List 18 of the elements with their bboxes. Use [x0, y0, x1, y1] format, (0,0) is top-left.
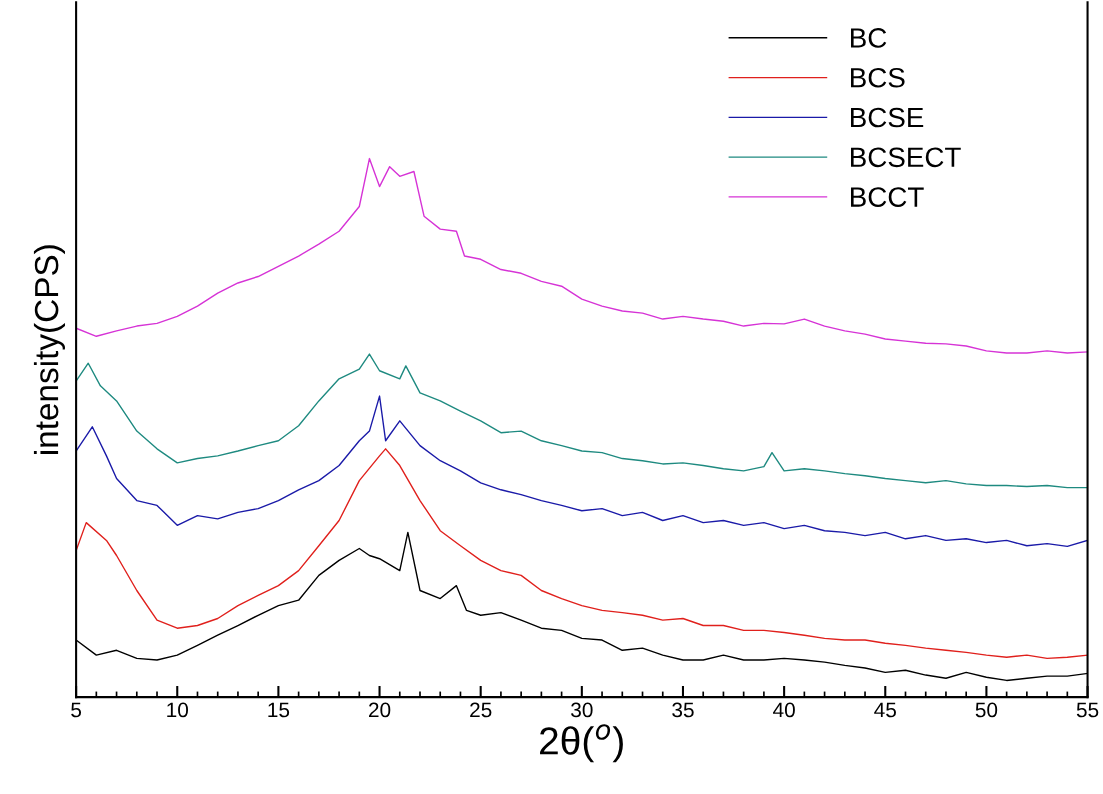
legend-label: BCS [851, 67, 905, 88]
legend-label: BCCT [851, 187, 924, 207]
x-axis-title: 2θ($^{o}$) [540, 724, 623, 763]
x-tick-label: 40 [773, 702, 795, 718]
legend-label: BCSE [851, 107, 924, 128]
x-tick-label: 10 [167, 702, 189, 718]
x-tick-label: 45 [874, 702, 896, 718]
x-tick-label: 35 [672, 702, 694, 718]
x-tick-label: 55 [1076, 702, 1099, 718]
x-tick-label: 20 [369, 702, 391, 718]
legend-label: BCSECT [851, 147, 961, 168]
x-tick-label: 5 [71, 702, 82, 718]
legend-label: BC [851, 28, 887, 48]
x-tick-label: 15 [268, 702, 290, 718]
x-tick-label: 25 [470, 702, 492, 718]
x-tick-label: 30 [571, 702, 593, 718]
y-axis-title: intensity(CPS) [33, 245, 65, 455]
x-tick-label: 50 [975, 702, 998, 718]
